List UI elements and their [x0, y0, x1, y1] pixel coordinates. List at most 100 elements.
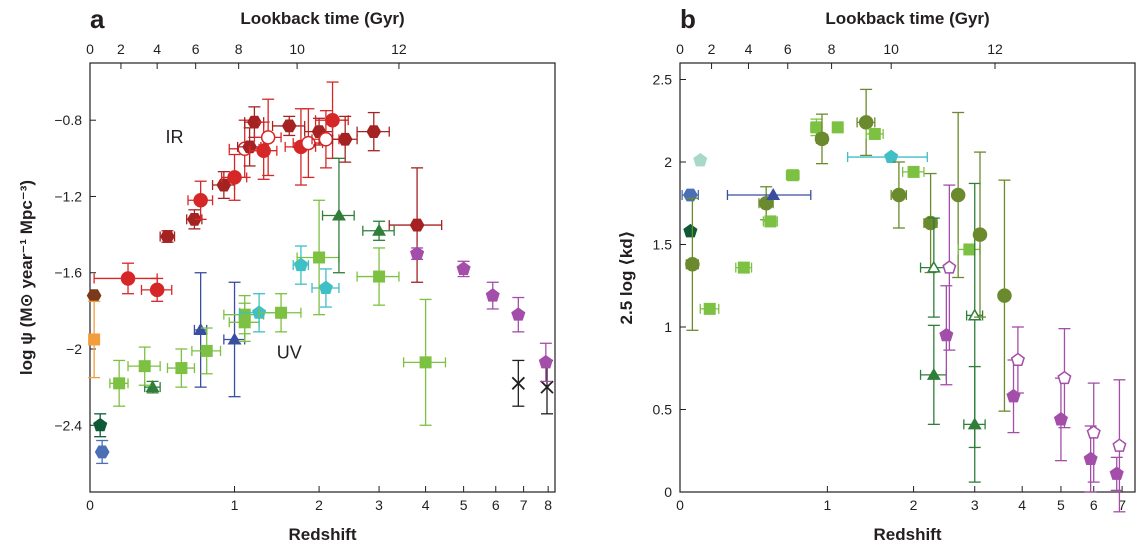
- x-tick-label: 5: [460, 497, 468, 513]
- x-tick-label: 6: [492, 497, 500, 513]
- data-point: [93, 413, 108, 438]
- square-marker: [313, 251, 326, 264]
- triangle-marker: [967, 417, 982, 430]
- data-point: [693, 152, 708, 167]
- data-point: [93, 262, 158, 295]
- circle-marker: [685, 257, 700, 272]
- data-point: [166, 348, 196, 388]
- triangle-marker: [372, 223, 386, 236]
- y-tick-label: 0.5: [653, 402, 673, 418]
- data-point: [311, 268, 340, 308]
- data-point: [919, 324, 948, 426]
- top-tick-label: 12: [987, 41, 1003, 57]
- square-marker: [275, 306, 288, 319]
- data-point: [846, 149, 928, 164]
- circle-marker: [325, 112, 340, 128]
- data-point: [957, 243, 981, 256]
- x-tick-label: 3: [375, 497, 383, 513]
- cross-marker: [511, 376, 525, 390]
- x-tick-label: 6: [1090, 497, 1098, 513]
- data-point: [253, 98, 282, 177]
- panel-a: a0 1 2 3 4 5 6 7 80 2 4 6 8 10 12−2.4−2−1.6−1.2−0.8Red…: [17, 4, 556, 544]
- square-marker: [138, 360, 151, 373]
- top-tick-label: 2: [117, 41, 125, 57]
- pentagon-marker: [942, 260, 957, 274]
- data-point: [972, 151, 988, 318]
- circle-marker: [858, 115, 874, 130]
- plot-frame: [679, 62, 1136, 493]
- pentagon-marker: [683, 223, 698, 238]
- triangle-marker: [193, 322, 208, 335]
- x-tick-label: 0: [676, 497, 684, 513]
- data-point: [538, 342, 553, 383]
- x-tick-label: 0: [86, 497, 94, 513]
- data-point: [296, 199, 340, 316]
- data-point: [186, 209, 203, 230]
- circle-marker: [891, 187, 907, 203]
- x-tick-label: 8: [544, 497, 552, 513]
- pentagon-marker: [318, 280, 333, 294]
- data-point: [950, 111, 966, 279]
- square-marker: [868, 127, 881, 140]
- data-point: [292, 245, 310, 285]
- data-point: [191, 327, 222, 375]
- pentagon-marker: [93, 417, 108, 432]
- data-point: [321, 157, 355, 274]
- square-marker: [703, 302, 716, 315]
- circle-marker: [149, 282, 165, 298]
- x-tick-label: 7: [520, 497, 528, 513]
- data-point: [511, 296, 526, 333]
- top-tick-label: 6: [784, 41, 792, 57]
- circle-marker: [972, 227, 988, 242]
- data-point: [685, 197, 700, 331]
- data-point: [1109, 456, 1124, 492]
- data-point: [1010, 326, 1025, 394]
- x-tick-label: 7: [1118, 497, 1126, 513]
- pentagon-marker: [693, 152, 708, 167]
- circle-marker: [997, 288, 1012, 303]
- triangle-marker: [967, 308, 982, 321]
- data-point: [109, 359, 129, 407]
- data-point: [902, 165, 925, 178]
- pentagon-marker: [1109, 466, 1124, 480]
- data-point: [127, 346, 161, 386]
- data-point: [540, 359, 554, 415]
- x-axis-label: Redshift: [874, 525, 942, 544]
- square-marker: [786, 169, 799, 182]
- hexagon-marker: [409, 218, 425, 232]
- data-point: [758, 186, 774, 221]
- top-tick-label: 10: [883, 41, 899, 57]
- data-point: [292, 108, 324, 179]
- data-point: [942, 184, 957, 351]
- square-marker: [88, 333, 101, 346]
- top-tick-label: 0: [676, 41, 684, 57]
- y-axis-label: log ψ (M⊙ year⁻¹ Mpc⁻³): [17, 180, 36, 375]
- y-tick-label: −1.2: [54, 188, 82, 204]
- data-point: [159, 230, 176, 243]
- x-tick-label: 1: [231, 497, 239, 513]
- y-tick-label: −0.8: [54, 112, 82, 128]
- data-point: [144, 380, 161, 394]
- triangle-marker: [227, 332, 242, 345]
- y-tick-label: 1.5: [653, 237, 673, 253]
- data-point: [456, 260, 471, 278]
- data-point: [683, 223, 698, 238]
- data-point: [735, 261, 753, 274]
- data-point: [485, 281, 500, 310]
- square-marker: [963, 243, 976, 256]
- top-tick-label: 10: [289, 41, 305, 57]
- square-marker: [419, 356, 432, 369]
- circle-marker: [814, 131, 830, 147]
- pentagon-marker: [511, 307, 526, 321]
- pentagon-marker: [538, 354, 553, 369]
- triangle-marker: [766, 187, 781, 201]
- hexagon-marker: [160, 230, 175, 243]
- hexagon-marker: [187, 212, 202, 226]
- hexagon-marker: [216, 178, 232, 192]
- top-axis-label: Lookback time (Gyr): [240, 9, 404, 28]
- data-point: [140, 277, 173, 302]
- top-tick-label: 4: [153, 41, 161, 57]
- pentagon-marker: [1086, 425, 1101, 439]
- circle-marker: [120, 271, 136, 286]
